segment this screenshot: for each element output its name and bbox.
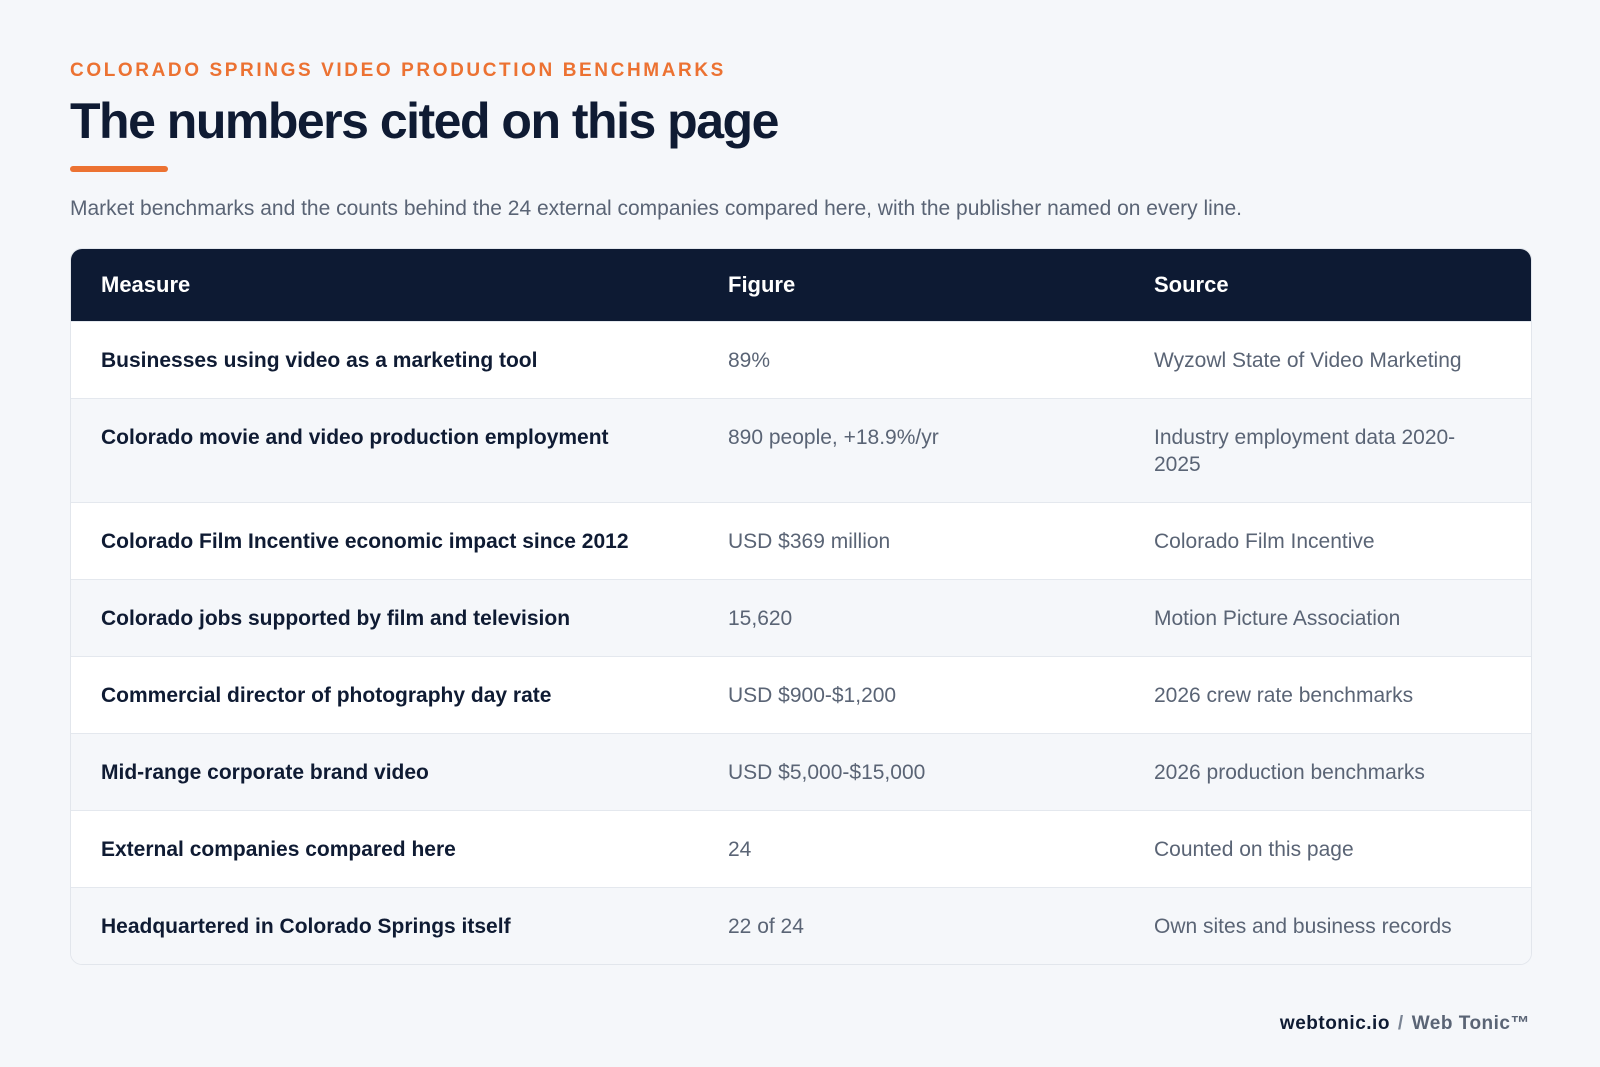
figure-cell: USD $900-$1,200 xyxy=(698,656,1124,734)
source-cell: Industry employment data 2020-2025 xyxy=(1124,398,1531,503)
source-cell: Wyzowl State of Video Marketing xyxy=(1124,321,1531,399)
measure-cell: Commercial director of photography day r… xyxy=(71,656,698,734)
title: The numbers cited on this page xyxy=(70,93,779,149)
table-row: Colorado movie and video production empl… xyxy=(71,398,1531,503)
figure-cell: USD $5,000-$15,000 xyxy=(698,733,1124,811)
figure-cell: 15,620 xyxy=(698,579,1124,657)
footer-site: webtonic.io xyxy=(1279,1013,1390,1034)
table-row: Colorado Film Incentive economic impact … xyxy=(71,502,1531,580)
measure-cell: Mid-range corporate brand video xyxy=(71,733,698,811)
eyebrow: COLORADO SPRINGS VIDEO PRODUCTION BENCHM… xyxy=(70,60,726,81)
table-row: Commercial director of photography day r… xyxy=(71,656,1531,734)
figure-cell: 89% xyxy=(698,321,1124,399)
table-body: Businesses using video as a marketing to… xyxy=(71,321,1531,964)
table: Measure Figure Source Businesses using vid… xyxy=(71,249,1531,964)
source-cell: 2026 crew rate benchmarks xyxy=(1124,656,1531,734)
figure-cell: 890 people, +18.9%/yr xyxy=(698,398,1124,503)
measure-cell: External companies compared here xyxy=(71,810,698,888)
column-header: Figure xyxy=(698,249,1124,322)
measure-cell: Businesses using video as a marketing to… xyxy=(71,321,698,399)
source-cell: Own sites and business records xyxy=(1124,887,1531,964)
measure-cell: Colorado movie and video production empl… xyxy=(71,398,698,503)
accent-bar xyxy=(70,166,168,172)
table-row: External companies compared here 24 Counte… xyxy=(71,810,1531,888)
table-row: Colorado jobs supported by film and tele… xyxy=(71,579,1531,657)
header-row: Measure Figure Source xyxy=(71,249,1531,322)
measure-cell: Colorado jobs supported by film and tele… xyxy=(71,579,698,657)
source-cell: Motion Picture Association xyxy=(1124,579,1531,657)
measure-cell: Colorado Film Incentive economic impact … xyxy=(71,502,698,580)
column-header: Measure xyxy=(71,249,698,322)
figure-cell: 22 of 24 xyxy=(698,887,1124,964)
footer-brand: Web Tonic™ xyxy=(1411,1013,1530,1034)
table-row: Headquartered in Colorado Springs itself… xyxy=(71,887,1531,964)
column-header: Source xyxy=(1124,249,1531,322)
footer-separator: / xyxy=(1397,1013,1404,1034)
table-row: Mid-range corporate brand video USD $5,00… xyxy=(71,733,1531,811)
measure-cell: Headquartered in Colorado Springs itself xyxy=(71,887,698,964)
figure-cell: 24 xyxy=(698,810,1124,888)
source-cell: Counted on this page xyxy=(1124,810,1531,888)
figure-cell: USD $369 million xyxy=(698,502,1124,580)
table-row: Businesses using video as a marketing to… xyxy=(71,321,1531,399)
subtitle: Market benchmarks and the counts behind … xyxy=(70,197,1243,220)
table-card: Measure Figure Source Businesses using vid… xyxy=(70,248,1532,965)
footer: webtonic.io / Web Tonic™ xyxy=(1280,1013,1530,1035)
source-cell: 2026 production benchmarks xyxy=(1124,733,1531,811)
source-cell: Colorado Film Incentive xyxy=(1124,502,1531,580)
